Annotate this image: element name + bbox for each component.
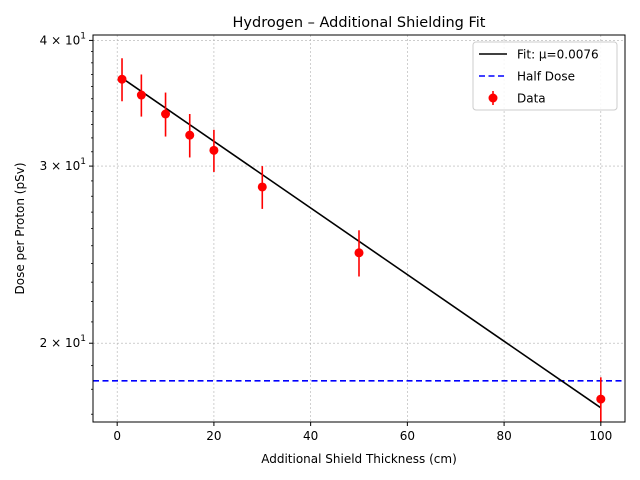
data-point [185, 130, 195, 140]
x-tick-label: 100 [589, 429, 612, 443]
x-tick-label: 60 [400, 429, 415, 443]
fit-curve [121, 77, 602, 409]
data-points [117, 58, 606, 422]
x-axis-ticks: 0 20 40 60 80 100 [113, 422, 612, 443]
data-point [257, 182, 267, 192]
y-tick-label: 4 × 101 [40, 31, 86, 47]
x-tick-label: 40 [303, 429, 318, 443]
y-axis-ticks: 2 × 101 3 × 101 4 × 101 [40, 31, 93, 415]
legend-label: Half Dose [517, 70, 575, 84]
data-point [354, 248, 364, 258]
legend-swatch-data [488, 93, 498, 103]
y-axis-label: Dose per Proton (pSv) [13, 163, 27, 295]
legend-label: Data [517, 92, 546, 106]
data-point [117, 74, 127, 84]
data-point [161, 109, 171, 119]
x-tick-label: 20 [206, 429, 221, 443]
x-tick-label: 0 [113, 429, 121, 443]
grid [93, 35, 625, 422]
x-tick-label: 80 [496, 429, 511, 443]
legend-label: Fit: µ=0.0076 [517, 48, 599, 62]
y-tick-label: 3 × 101 [40, 157, 86, 173]
legend-box [472, 41, 618, 111]
x-axis-label: Additional Shield Thickness (cm) [261, 452, 457, 466]
legend: Fit: µ=0.0076 Half Dose Data [472, 41, 618, 111]
data-point [209, 145, 219, 155]
data-point [136, 90, 146, 100]
chart-title: Hydrogen – Additional Shielding Fit [233, 15, 486, 31]
data-point [596, 394, 606, 404]
fit-line [121, 77, 602, 409]
y-tick-label: 2 × 101 [40, 334, 86, 350]
